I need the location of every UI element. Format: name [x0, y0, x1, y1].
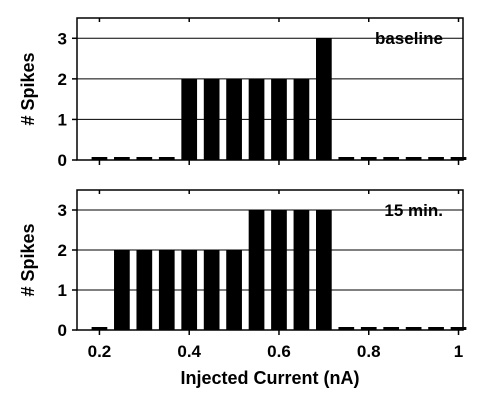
bar: [248, 210, 265, 330]
bar: [450, 157, 467, 160]
bar: [405, 157, 422, 160]
bar: [360, 327, 377, 330]
plot-frame: [76, 17, 464, 161]
bar: [338, 327, 355, 330]
bar: [360, 157, 377, 160]
bar: [405, 327, 422, 330]
y-tick-label: 1: [58, 110, 67, 129]
bar: [450, 327, 467, 330]
plot-frame: [76, 189, 464, 331]
bar: [181, 78, 198, 160]
bar: [158, 157, 175, 160]
y-tick-label: 1: [58, 281, 67, 300]
y-tick-label: 3: [58, 29, 67, 48]
bar: [428, 327, 444, 330]
bar: [158, 250, 175, 330]
bar: [114, 157, 130, 160]
x-tick-label: 1: [454, 342, 463, 361]
bar: [338, 157, 355, 160]
bar: [91, 157, 108, 160]
bar: [136, 157, 153, 160]
bar: [136, 250, 153, 330]
bar: [181, 250, 198, 330]
bar: [203, 78, 220, 160]
panel-0: 0 1 2 3 # Spikes baseline: [18, 17, 467, 170]
y-axis-title: # Spikes: [18, 223, 38, 296]
bar: [428, 157, 444, 160]
y-tick-label: 0: [58, 321, 67, 340]
bar: [248, 78, 265, 160]
bar: [383, 157, 400, 160]
panel-label: baseline: [375, 29, 443, 48]
x-tick-label: 0.4: [177, 342, 201, 361]
x-axis-title: Injected Current (nA): [180, 368, 359, 388]
bar: [271, 78, 287, 160]
bar: [293, 210, 310, 330]
bar: [316, 38, 332, 160]
x-tick-label: 0.6: [267, 342, 291, 361]
bar: [383, 327, 400, 330]
bar: [226, 78, 242, 160]
panel-1: 0 1 2 3 # Spikes 15 min.: [18, 189, 467, 340]
y-tick-label: 2: [58, 70, 67, 89]
y-axis-title: # Spikes: [18, 52, 38, 125]
bar: [203, 250, 220, 330]
bar: [114, 250, 130, 330]
y-tick-label: 2: [58, 241, 67, 260]
bar: [271, 210, 287, 330]
bar: [316, 210, 332, 330]
x-tick-label: 0.8: [357, 342, 381, 361]
bar: [226, 250, 242, 330]
bar: [91, 327, 108, 330]
y-tick-label: 0: [58, 151, 67, 170]
y-tick-label: 3: [58, 201, 67, 220]
bar: [293, 78, 310, 160]
x-tick-label: 0.2: [88, 342, 112, 361]
panel-label: 15 min.: [384, 201, 443, 220]
